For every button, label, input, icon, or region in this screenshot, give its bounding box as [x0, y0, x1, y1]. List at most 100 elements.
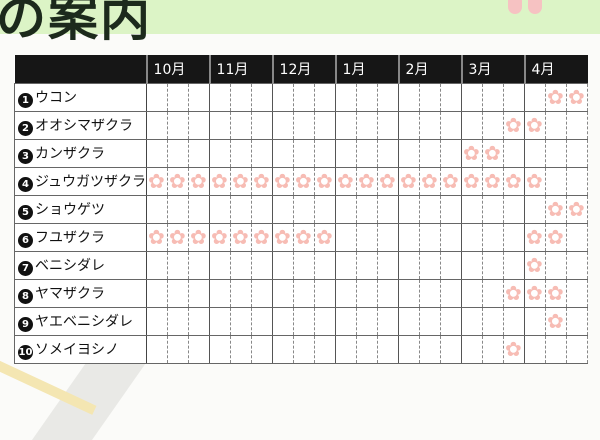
period-cell	[314, 138, 337, 168]
period-cell	[251, 334, 274, 364]
period-cell	[545, 250, 568, 280]
period-cell	[440, 194, 463, 224]
month-header: 1月	[334, 55, 399, 83]
variety-name: ソメイヨシノ	[35, 341, 119, 358]
cherry-blossom-icon	[524, 250, 547, 280]
period-cell	[167, 194, 190, 224]
period-cell	[146, 278, 169, 308]
cherry-blossom-icon	[314, 166, 337, 196]
period-cell	[461, 250, 484, 280]
period-cell	[440, 278, 463, 308]
variety-label: 8 ヤマザクラ	[13, 278, 148, 308]
period-cell	[419, 250, 442, 280]
period-cell	[482, 194, 505, 224]
period-cell	[167, 110, 190, 140]
period-cell	[524, 138, 547, 168]
cherry-blossom-icon	[230, 166, 253, 196]
period-cell	[398, 194, 421, 224]
period-cell	[209, 82, 232, 112]
month-header: 12月	[271, 55, 336, 83]
row-number-badge: 5	[18, 204, 33, 220]
period-cell	[398, 334, 421, 364]
cherry-blossom-icon	[146, 222, 169, 252]
period-cell	[377, 222, 400, 252]
period-cell	[167, 250, 190, 280]
period-cell	[545, 138, 568, 168]
cherry-blossom-icon	[503, 166, 526, 196]
period-cell	[503, 250, 526, 280]
period-cell	[272, 306, 295, 336]
period-cell	[440, 110, 463, 140]
map-decoration	[31, 360, 149, 440]
period-cell	[419, 110, 442, 140]
variety-label: 2 オオシマザクラ	[13, 110, 148, 140]
cherry-blossom-icon	[167, 166, 190, 196]
cherry-blossom-icon	[566, 194, 589, 224]
cherry-blossom-icon	[566, 82, 589, 112]
row-number-badge: 7	[18, 260, 33, 276]
cherry-blossom-icon	[377, 166, 400, 196]
cherry-blossom-icon	[209, 166, 232, 196]
period-cell	[167, 334, 190, 364]
period-cell	[230, 82, 253, 112]
month-header-row: 10月 11月 12月 1月 2月 3月 4月	[14, 55, 588, 83]
period-cell	[188, 250, 211, 280]
period-cell	[314, 278, 337, 308]
period-cell	[545, 110, 568, 140]
period-cell	[188, 334, 211, 364]
period-cell	[251, 306, 274, 336]
period-cell	[293, 306, 316, 336]
period-cell	[293, 138, 316, 168]
period-cell	[251, 194, 274, 224]
period-cell	[293, 110, 316, 140]
period-cell	[188, 278, 211, 308]
cherry-blossom-icon	[545, 278, 568, 308]
row-number-badge: 1	[18, 92, 33, 108]
period-cell	[335, 138, 358, 168]
period-cell	[482, 250, 505, 280]
cherry-blossom-icon	[482, 166, 505, 196]
period-cell	[188, 138, 211, 168]
table-row: 7 ベニシダレ	[13, 250, 589, 280]
period-cell	[419, 306, 442, 336]
period-cell	[482, 334, 505, 364]
table-row: 1 ウコン	[13, 82, 589, 112]
period-cell	[482, 110, 505, 140]
row-number-badge: 4	[18, 176, 33, 192]
period-cell	[503, 138, 526, 168]
period-cell	[146, 306, 169, 336]
period-cell	[419, 334, 442, 364]
table-row: 3 カンザクラ	[13, 138, 589, 168]
period-cell	[272, 82, 295, 112]
cherry-blossom-icon	[167, 222, 190, 252]
period-cell	[356, 82, 379, 112]
period-cell	[482, 222, 505, 252]
variety-label: 4 ジュウガツザクラ	[13, 166, 148, 196]
row-number-badge: 3	[18, 148, 33, 164]
period-cell	[524, 82, 547, 112]
period-cell	[293, 82, 316, 112]
period-cell	[293, 250, 316, 280]
cherry-blossom-icon	[545, 194, 568, 224]
month-header: 3月	[460, 55, 525, 83]
period-cell	[503, 222, 526, 252]
row-number-badge: 2	[18, 120, 33, 136]
month-header: 10月	[145, 55, 210, 83]
period-cell	[209, 306, 232, 336]
period-cell	[356, 306, 379, 336]
period-cell	[377, 82, 400, 112]
period-cell	[272, 278, 295, 308]
period-cell	[272, 138, 295, 168]
month-header: 11月	[208, 55, 273, 83]
cherry-blossom-icon	[524, 110, 547, 140]
page-title: の案内	[0, 0, 152, 47]
period-cell	[230, 110, 253, 140]
period-cell	[146, 334, 169, 364]
period-cell	[251, 138, 274, 168]
row-number-badge: 9	[18, 316, 33, 332]
period-cell	[461, 334, 484, 364]
period-cell	[461, 194, 484, 224]
period-cell	[377, 110, 400, 140]
table-row: 2 オオシマザクラ	[13, 110, 589, 140]
